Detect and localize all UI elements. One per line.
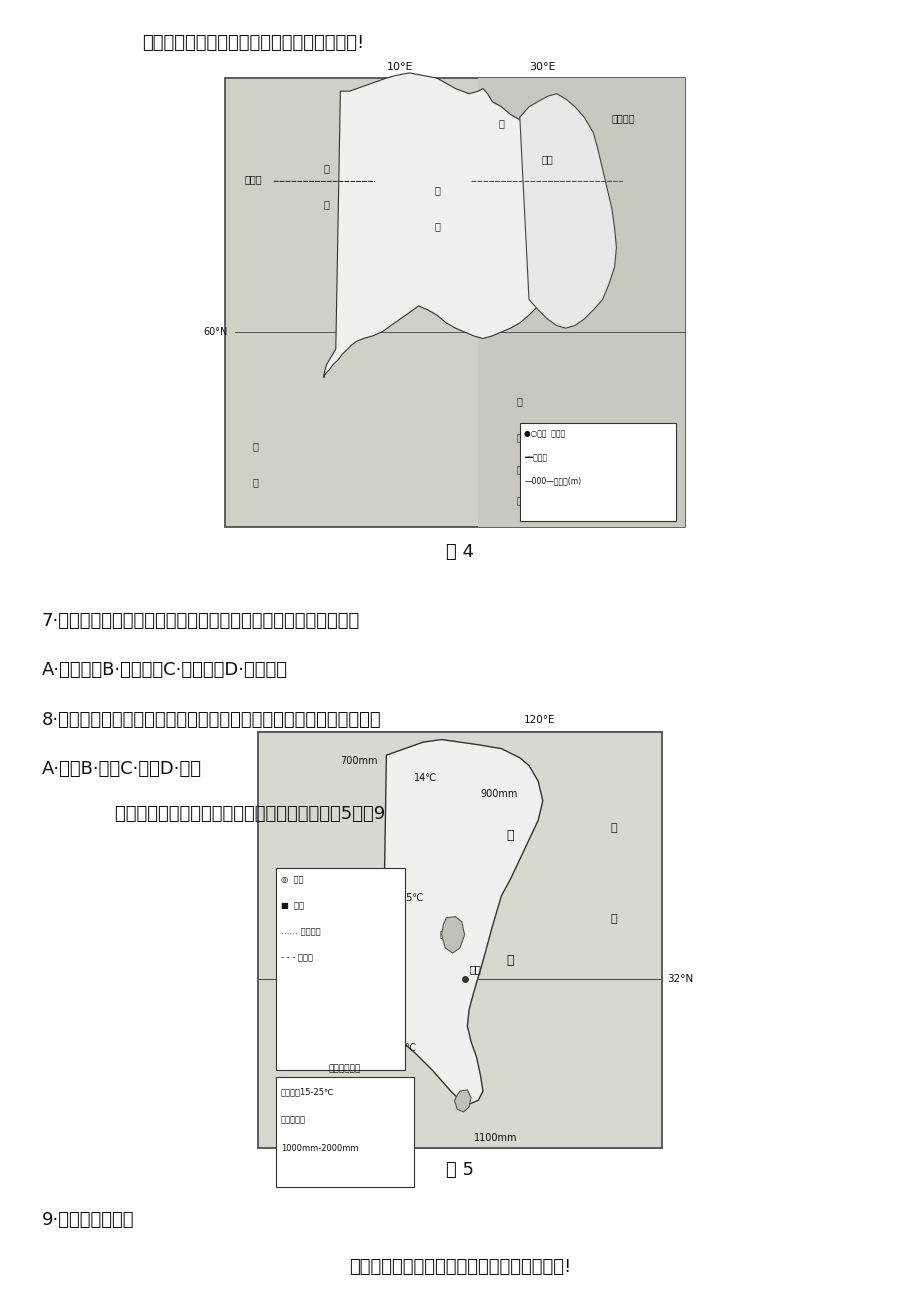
Text: ━━铁路线: ━━铁路线 (524, 453, 547, 462)
Polygon shape (454, 1090, 471, 1112)
Text: 图 4: 图 4 (446, 543, 473, 561)
Text: 8·半岛上的铁路主要分布在东部和南部沿海平原地区，主要影响因素是: 8·半岛上的铁路主要分布在东部和南部沿海平原地区，主要影响因素是 (41, 711, 380, 729)
Text: 60°N: 60°N (204, 327, 228, 337)
Text: 罗: 罗 (516, 432, 522, 443)
Text: 年均温：15-25℃: 年均温：15-25℃ (280, 1087, 334, 1096)
Text: 黄: 黄 (610, 823, 617, 832)
Text: 芬兰: 芬兰 (541, 154, 552, 164)
Polygon shape (323, 73, 584, 378)
Text: 10°E: 10°E (387, 61, 413, 72)
Text: 苏: 苏 (506, 954, 514, 967)
Text: ◎  省会: ◎ 省会 (280, 875, 302, 884)
Polygon shape (519, 94, 616, 328)
Text: 斯: 斯 (498, 118, 504, 128)
Text: A·热量充沛B·光照充足C·水能丰富D·耕地广大: A·热量充沛B·光照充足C·水能丰富D·耕地广大 (41, 661, 287, 680)
Text: 14℃: 14℃ (414, 772, 437, 783)
Text: 图 5: 图 5 (446, 1161, 473, 1180)
Text: 海: 海 (610, 914, 617, 924)
Text: 巴伦支海: 巴伦支海 (611, 113, 635, 124)
Text: 1100mm: 1100mm (473, 1133, 516, 1143)
Text: 北极圈: 北极圈 (244, 174, 262, 184)
Text: ●○城市  ～河流: ●○城市 ～河流 (524, 430, 565, 439)
Text: 感谢阅读本文档，希望本文档能对您有所帮助!: 感谢阅读本文档，希望本文档能对您有所帮助! (348, 1258, 571, 1276)
Text: A·气候B·地形C·河流D·土壤: A·气候B·地形C·河流D·土壤 (41, 760, 201, 779)
Text: ■  茶树: ■ 茶树 (280, 901, 303, 910)
Text: 900mm: 900mm (480, 789, 517, 799)
Text: 32°N: 32°N (666, 974, 693, 984)
Text: - - - 年均温: - - - 年均温 (280, 953, 312, 962)
Text: 波: 波 (516, 397, 522, 406)
Text: 欢迎阅读本文档，希望本文档能对您有所帮助!: 欢迎阅读本文档，希望本文档能对您有所帮助! (142, 34, 365, 52)
Bar (257, 732, 662, 1148)
Text: 的: 的 (516, 464, 522, 474)
Bar (478, 78, 685, 527)
Bar (276, 868, 404, 1070)
Text: 16℃: 16℃ (393, 1043, 416, 1053)
Text: 北: 北 (253, 441, 258, 452)
Bar (519, 423, 675, 521)
Text: 9·江苏省的简称是: 9·江苏省的简称是 (41, 1211, 134, 1229)
Text: 茶树适生条件: 茶树适生条件 (328, 1064, 361, 1073)
Text: 700mm: 700mm (340, 756, 378, 766)
Text: 30°E: 30°E (529, 61, 555, 72)
Text: 茶蕴含着中华文化，江苏绿茶享誉海内外。读图5完成9-11题。: 茶蕴含着中华文化，江苏绿茶享誉海内外。读图5完成9-11题。 (92, 805, 436, 823)
Text: 洪泽湖: 洪泽湖 (439, 931, 454, 939)
Text: —000—等高线(m): —000—等高线(m) (524, 477, 581, 486)
Text: 1000mm-2000mm: 1000mm-2000mm (280, 1144, 357, 1154)
Text: …… 年降水量: …… 年降水量 (280, 927, 320, 936)
Text: 年降水量：: 年降水量： (280, 1116, 305, 1125)
Text: 南京: 南京 (469, 963, 481, 974)
Text: 瑞: 瑞 (434, 185, 439, 195)
Text: 典: 典 (434, 221, 439, 232)
Text: 7·半岛地形以山地、丘陵为主，河流众多，短小流急，因此半岛上: 7·半岛地形以山地、丘陵为主，河流众多，短小流急，因此半岛上 (41, 612, 359, 630)
Text: 太湖: 太湖 (458, 1096, 467, 1104)
Text: 挪: 挪 (323, 163, 329, 173)
Bar (225, 78, 685, 527)
Text: 海: 海 (516, 495, 522, 505)
Text: 海: 海 (253, 478, 258, 487)
Polygon shape (441, 917, 464, 953)
Text: 120°E: 120°E (523, 715, 554, 725)
Text: 江: 江 (506, 829, 514, 842)
Text: 15℃: 15℃ (401, 893, 424, 904)
Text: 威: 威 (323, 199, 329, 208)
Bar (276, 1077, 414, 1187)
Polygon shape (384, 740, 542, 1104)
